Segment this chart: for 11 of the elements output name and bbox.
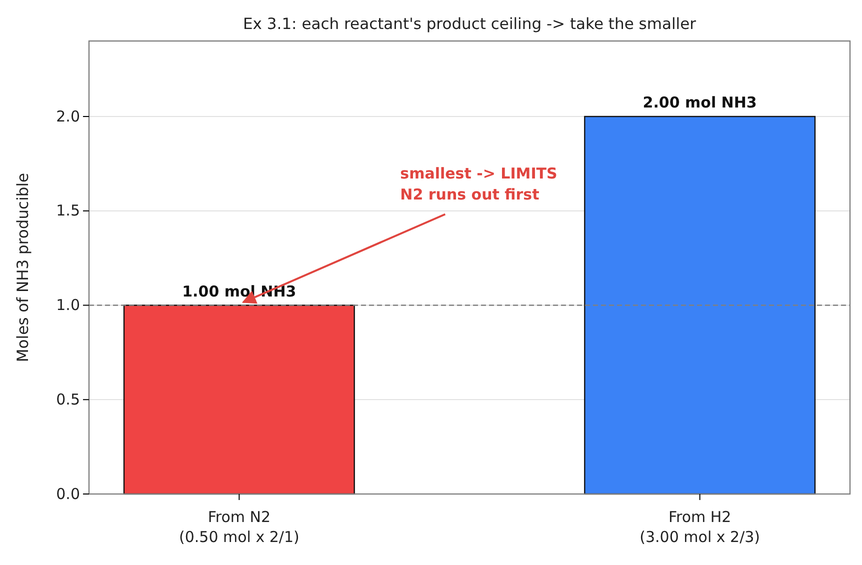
annotation: smallest -> LIMITS N2 runs out first [400, 164, 558, 204]
x-tick-label: From N2 (0.50 mol x 2/1) [178, 508, 300, 546]
x-tick-label: From H2 (3.00 mol x 2/3) [640, 508, 760, 546]
data-label: 2.00 mol NH3 [642, 94, 757, 112]
y-tick-label: 2.0 [56, 107, 80, 126]
y-axis-title: Moles of NH3 producible [14, 172, 32, 362]
chart-title: Ex 3.1: each reactant's product ceiling -> take the smaller [243, 15, 697, 33]
y-tick-label: 1.5 [56, 202, 80, 220]
y-tick-label: 0.0 [56, 484, 80, 503]
y-tick-label: 0.5 [56, 390, 80, 408]
y-tick-label: 1.0 [56, 296, 80, 314]
